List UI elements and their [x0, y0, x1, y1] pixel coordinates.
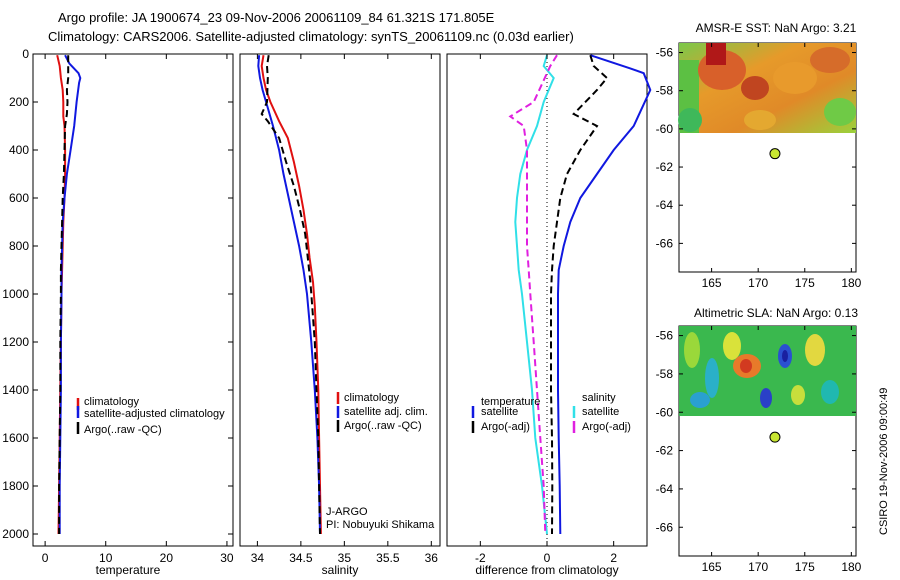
argo-position-marker [769, 148, 781, 160]
temperature-panel: 0 10 20 30 0 200 400 600 800 1000 1200 1400 1600 180… [2, 47, 234, 577]
x-tick-label: -2 [475, 551, 486, 565]
y-tick-label: 0 [22, 47, 29, 61]
difference-axes-frame [446, 53, 648, 547]
y-tick-label: 1800 [2, 479, 29, 493]
x-tick-label: 0 [544, 551, 551, 565]
map-x-tick-label: 170 [748, 560, 768, 574]
x-tick-label: 30 [220, 551, 234, 565]
x-tick-label: 20 [160, 551, 174, 565]
map-y-tick-label: -66 [656, 236, 674, 250]
legend-group-title-temperature: temperature [481, 396, 540, 408]
series-line-argo-raw-qc [260, 55, 321, 535]
legend-label-sal-satellite: satellite [582, 406, 619, 418]
map-y-tick-label: -60 [656, 405, 674, 419]
x-tick-label: 34.5 [289, 551, 313, 565]
salinity-annotation-pi: PI: Nobuyuki Shikama [326, 519, 435, 531]
map-x-tick-label: 165 [702, 560, 722, 574]
difference-panel: -2 0 2 difference from climatology tempera… [446, 53, 652, 577]
map-y-tick-label: -56 [656, 329, 674, 343]
x-tick-label: 36 [425, 551, 439, 565]
series-line-climatology [260, 55, 322, 535]
temperature-axes-frame [32, 53, 234, 547]
legend-label-climatology: climatology [84, 396, 140, 408]
x-tick-label: 10 [99, 551, 113, 565]
sst-heatmap [678, 43, 856, 133]
y-tick-label: 200 [9, 95, 29, 109]
series-line-temperature-satellite [557, 54, 652, 535]
difference-legend: temperature satellite Argo(-adj) salinit… [471, 392, 631, 433]
legend-label-argo: Argo(..raw -QC) [344, 420, 422, 432]
map-x-tick-label: 175 [795, 560, 815, 574]
y-tick-label: 2000 [2, 527, 29, 541]
legend-label-argo: Argo(..raw -QC) [84, 424, 162, 436]
figure-title-line2: Climatology: CARS2006. Satellite-adjuste… [48, 29, 574, 44]
salinity-panel: 34 34.5 35 35.5 36 salinity climatology sate… [239, 53, 441, 577]
temperature-legend: climatology satellite-adjusted climatolo… [76, 396, 225, 436]
map-x-tick-label: 170 [748, 276, 768, 290]
side-timestamp: CSIRO 19-Nov-2006 09:00:49 [878, 388, 890, 535]
salinity-legend: climatology satellite adj. clim. Argo(..… [336, 392, 428, 432]
series-line-salinity-satellite [514, 54, 555, 535]
y-tick-label: 600 [9, 191, 29, 205]
legend-group-title-salinity: salinity [582, 392, 616, 404]
salinity-axes-frame [239, 53, 441, 547]
temperature-xlabel: temperature [96, 563, 161, 577]
map-y-tick-label: -62 [656, 160, 674, 174]
series-line-salinity-argo-adj [508, 54, 558, 535]
sst-map-panel: AMSR-E SST: NaN Argo: 3.21 -56 -58 -60 -62 -… [656, 21, 862, 290]
legend-label-temp-satellite: satellite [481, 406, 518, 418]
x-tick-label: 0 [42, 551, 49, 565]
map-y-tick-label: -60 [656, 122, 674, 136]
argo-position-marker [769, 431, 781, 443]
map-y-tick-label: -56 [656, 46, 674, 60]
map-x-tick-label: 165 [702, 276, 722, 290]
map-y-tick-label: -66 [656, 520, 674, 534]
legend-label-satellite: satellite-adjusted climatology [84, 408, 225, 420]
x-tick-label: 2 [610, 551, 617, 565]
x-tick-label: 35 [338, 551, 352, 565]
salinity-annotation-program: J-ARGO [326, 506, 368, 518]
series-line-satellite-adjusted-climatology [58, 54, 82, 534]
series-line-argo-raw-qc [58, 55, 70, 534]
y-tick-label: 800 [9, 239, 29, 253]
figure-title-line1: Argo profile: JA 1900674_23 09-Nov-2006 … [58, 10, 495, 25]
y-tick-label: 1400 [2, 383, 29, 397]
legend-label-climatology: climatology [344, 392, 400, 404]
y-tick-label: 1200 [2, 335, 29, 349]
map-x-tick-label: 180 [841, 276, 861, 290]
series-line-satellite-adj-clim [257, 55, 321, 535]
legend-label-temp-argo: Argo(-adj) [481, 421, 530, 433]
salinity-xlabel: salinity [322, 563, 359, 577]
difference-xlabel: difference from climatology [475, 563, 618, 577]
x-tick-label: 35.5 [376, 551, 400, 565]
legend-label-sal-argo: Argo(-adj) [582, 421, 631, 433]
y-tick-label: 400 [9, 143, 29, 157]
map-y-tick-label: -62 [656, 444, 674, 458]
sla-map-title: Altimetric SLA: NaN Argo: 0.13 [694, 306, 858, 320]
x-tick-label: 34 [251, 551, 265, 565]
sla-map-panel: Altimetric SLA: NaN Argo: 0.13 -56 -58 -60… [656, 306, 862, 574]
series-line-temperature-argo-adj [550, 54, 609, 535]
y-tick-label: 1000 [2, 287, 29, 301]
y-tick-label: 1600 [2, 431, 29, 445]
sla-heatmap [679, 326, 856, 416]
map-y-tick-label: -58 [656, 84, 674, 98]
map-x-tick-label: 180 [841, 560, 861, 574]
sst-map-title: AMSR-E SST: NaN Argo: 3.21 [696, 21, 857, 35]
map-y-tick-label: -58 [656, 367, 674, 381]
map-x-tick-label: 175 [795, 276, 815, 290]
map-y-tick-label: -64 [656, 198, 674, 212]
map-y-tick-label: -64 [656, 482, 674, 496]
legend-label-satellite: satellite adj. clim. [344, 406, 428, 418]
